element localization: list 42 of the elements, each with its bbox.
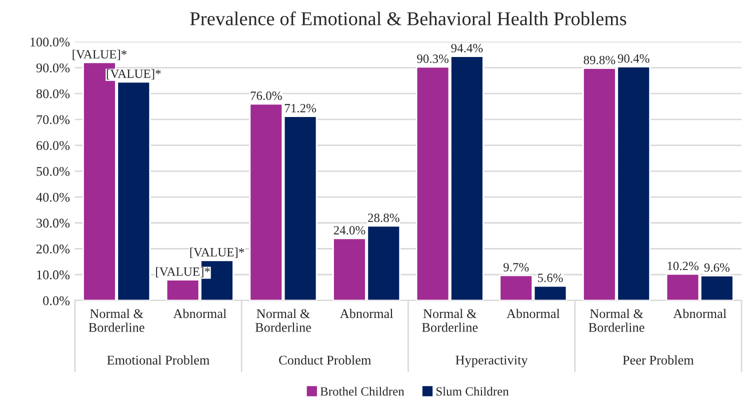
text: Peer Problem (622, 355, 694, 365)
data-label: 28.8% (368, 214, 400, 222)
chart-title: Prevalence of Emotional & Behavioral Health Problems (190, 11, 626, 26)
y-tick-label: 20.0% (36, 244, 70, 254)
data-label: 90.4% (618, 54, 650, 63)
y-tick-label: 10.0% (37, 270, 70, 280)
x-tick-label: Normal & Borderline (588, 308, 644, 332)
legend-label: Brothel Children (320, 386, 404, 396)
data-label: 5.6% (538, 274, 563, 282)
data-label: 90.3% (417, 54, 449, 64)
data-label: 9.7% (503, 263, 529, 272)
text: Conduct Problem (279, 355, 372, 365)
text: Emotional Problem (107, 355, 210, 365)
y-tick-label: 40.0% (36, 192, 70, 202)
y-tick-label: 0.0% (43, 296, 70, 306)
text: Hyperactivity (456, 356, 528, 368)
y-tick-label: 70.0% (36, 115, 70, 124)
data-label: [VALUE]* (190, 248, 244, 258)
x-tick-label: Normal & Borderline (422, 308, 478, 332)
data-label: 10.2% (668, 262, 698, 270)
x-tick-label: Normal & Borderline (255, 308, 311, 332)
data-label: [VALUE]* (106, 69, 161, 80)
x-tick-label: Abnormal (173, 308, 226, 318)
x-tick-label: Abnormal (673, 308, 726, 318)
data-label: 76.0% (250, 92, 282, 100)
data-label: 94.4% (451, 44, 483, 52)
data-label: 89.8% (584, 56, 616, 64)
data-label: [VALUE]* (156, 267, 210, 278)
y-tick-label: 80.0% (36, 89, 70, 98)
legend-label: Slum Children (436, 386, 509, 396)
x-tick-label: Abnormal (506, 308, 560, 318)
y-tick-label: 50.0% (36, 166, 70, 176)
y-tick-label: 100.0% (30, 38, 70, 47)
data-label: 24.0% (334, 226, 366, 235)
x-tick-label: Normal & Borderline (88, 308, 144, 332)
x-tick-label: Abnormal (340, 308, 394, 318)
y-tick-label: 60.0% (36, 141, 70, 150)
data-label: 9.6% (704, 263, 730, 272)
y-tick-label: 30.0% (36, 218, 70, 228)
data-label: 71.2% (284, 104, 316, 112)
data-label: [VALUE]* (72, 50, 127, 60)
y-tick-label: 90.0% (36, 63, 70, 72)
